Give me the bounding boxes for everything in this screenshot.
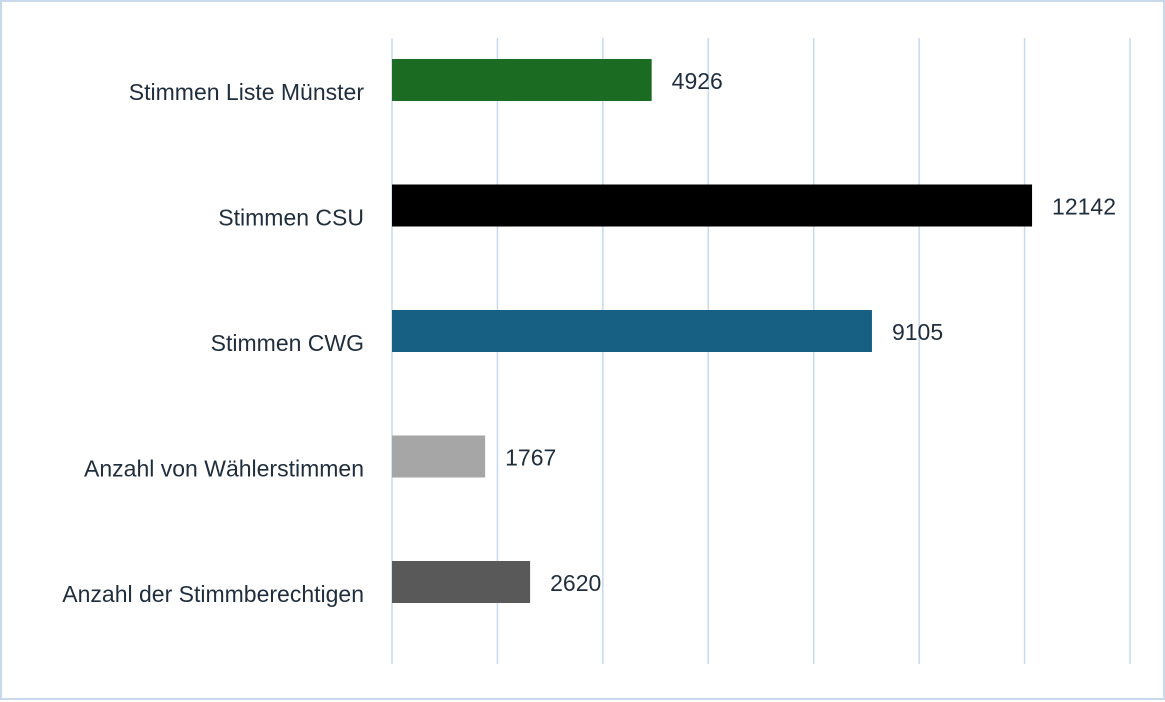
value-label-0: 4926 [672,68,723,94]
bar-1 [392,185,1032,227]
value-label-2: 9105 [892,319,943,345]
category-label-1: Stimmen CSU [218,205,364,231]
bar-0 [392,59,652,101]
value-label-3: 1767 [505,445,556,471]
bar-2 [392,310,872,352]
category-label-3: Anzahl von Wählerstimmen [84,456,364,482]
bar-4 [392,561,530,603]
value-label-1: 12142 [1052,194,1116,220]
category-label-2: Stimmen CWG [211,330,364,356]
bar-3 [392,436,485,478]
category-label-4: Anzahl der Stimmberechtigen [62,581,364,607]
category-label-0: Stimmen Liste Münster [129,79,365,105]
value-label-4: 2620 [550,570,601,596]
